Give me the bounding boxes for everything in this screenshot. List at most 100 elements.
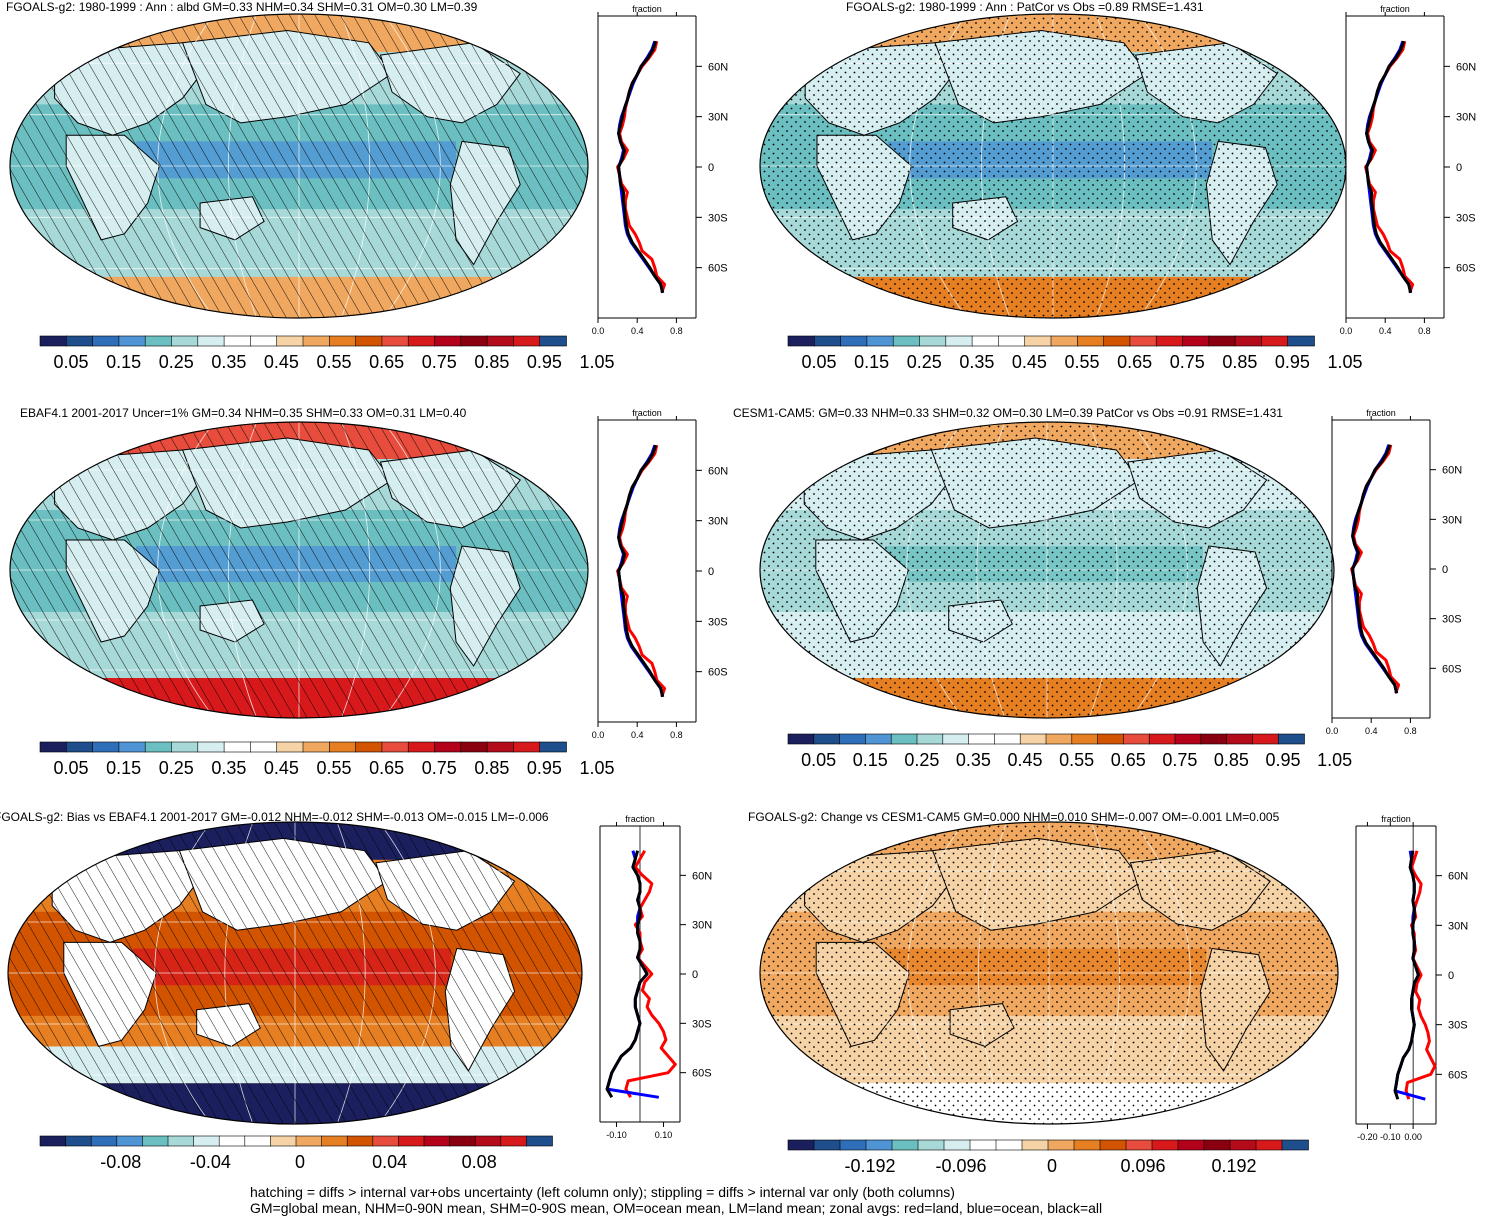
colorbar-swatch	[1182, 335, 1210, 347]
zonal-ytick-label: 60S	[1448, 1069, 1468, 1081]
zonal-xtick-label: 0.10	[655, 1130, 673, 1140]
colorbar-swatch	[813, 1139, 841, 1151]
zonal-xlabel: fraction	[1380, 4, 1410, 14]
colorbar-label: 0.65	[369, 352, 404, 372]
colorbar-swatch	[1174, 733, 1202, 745]
colorbar-swatch	[321, 1135, 349, 1147]
stippling-overlay	[760, 822, 1338, 1124]
colorbar-swatch	[1125, 1139, 1153, 1151]
colorbar-1: 0.05 0.15 0.25 0.35 0.45 0.55 0.65 0.75 0.85 0.95…	[39, 335, 615, 372]
colorbar-label: 0.75	[1162, 750, 1197, 770]
zonal-xtick-label: 0.4	[631, 326, 644, 336]
colorbar-swatch	[449, 1135, 477, 1147]
colorbar-label: 0.096	[1120, 1156, 1165, 1176]
zonal-plot-2: fraction 60N 30N 0 30S 60S 0.0 0.4 0.8	[1340, 4, 1476, 336]
colorbar-label: 0.45	[1008, 750, 1043, 770]
colorbar-swatch	[1019, 733, 1047, 745]
colorbar-swatch	[945, 335, 973, 347]
colorbar-swatch	[423, 1135, 451, 1147]
bias-map-fgoals-vs-ebaf	[7, 821, 583, 1125]
colorbar-label: 0.25	[907, 352, 942, 372]
colorbar-label: 0.15	[853, 750, 888, 770]
map-border	[9, 13, 589, 319]
colorbar-swatch	[276, 335, 304, 347]
colorbar-label: 0.85	[1222, 352, 1257, 372]
colorbar-swatch	[787, 1139, 815, 1151]
zonal-xtick-label: 0.8	[1418, 326, 1431, 336]
zonal-xtick-label: 0.00	[1404, 1132, 1422, 1142]
colorbar-swatch	[500, 1135, 528, 1147]
colorbar-swatch	[1071, 733, 1099, 745]
colorbar-swatch	[381, 741, 409, 753]
zonal-xlabel: fraction	[632, 408, 662, 418]
colorbar-label: -0.096	[935, 1156, 986, 1176]
colorbar-label: 1.05	[1328, 352, 1363, 372]
zonal-xtick-label: 0.8	[670, 730, 683, 740]
colorbar-label: 0.75	[422, 352, 457, 372]
zonal-ytick-label: 30N	[692, 920, 712, 932]
colorbar-swatch	[1200, 733, 1228, 745]
panel-title-6: FGOALS-g2: Change vs CESM1-CAM5 GM=0.000…	[748, 810, 1280, 824]
colorbar-4: 0.05 0.15 0.25 0.35 0.45 0.55 0.65 0.75 0.85 0.95…	[787, 733, 1352, 770]
map-border	[7, 821, 583, 1125]
colorbar-swatch	[1226, 733, 1254, 745]
colorbar-label: 0.55	[317, 758, 352, 778]
colorbar-label: -0.08	[100, 1152, 141, 1172]
colorbar-swatch	[971, 335, 1000, 347]
colorbar-swatch	[1047, 1139, 1075, 1151]
zonal-ytick-label: 60N	[1442, 465, 1462, 477]
zonal-ytick-label: 60N	[1448, 871, 1468, 883]
zonal-line-bias_all	[605, 850, 649, 1099]
zonal-ytick-label: 0	[708, 566, 714, 578]
panel-title-2: FGOALS-g2: 1980-1999 : Ann : PatCor vs O…	[846, 0, 1204, 14]
colorbar-swatch	[539, 741, 567, 753]
zonal-plot-1: fraction 60N 30N 0 30S 60S 0.0 0.4 0.8	[592, 4, 728, 336]
zonal-xtick-label: 0.0	[592, 326, 605, 336]
zonal-ytick-label: 30N	[708, 112, 728, 124]
colorbar-label: 0.95	[527, 758, 562, 778]
colorbar-swatch	[1234, 335, 1263, 347]
colorbar-swatch	[65, 335, 94, 347]
caption-line-1: hatching = diffs > internal var+obs unce…	[250, 1184, 955, 1200]
zonal-ytick-label: 60N	[1456, 61, 1476, 73]
colorbar-swatch	[1024, 335, 1052, 347]
colorbar-label: 0.15	[106, 758, 141, 778]
colorbar-swatch	[434, 741, 462, 753]
zonal-ytick-label: 60S	[708, 263, 728, 275]
colorbar-swatch	[1076, 335, 1105, 347]
colorbar-6: -0.192 -0.096 0 0.096 0.192	[787, 1139, 1309, 1176]
zonal-xlabel: fraction	[632, 4, 662, 14]
colorbar-swatch	[1021, 1139, 1049, 1151]
colorbar-swatch	[917, 1139, 945, 1151]
colorbar-swatch	[355, 335, 383, 347]
zonal-line-absolute_all	[1365, 40, 1413, 294]
stippling-overlay	[760, 14, 1346, 318]
zonal-ytick-label: 30S	[1448, 1020, 1468, 1032]
zonal-ytick-label: 60S	[1442, 663, 1462, 675]
colorbar-label: 0.55	[1065, 352, 1100, 372]
colorbar-label: 0.95	[527, 352, 562, 372]
map-border	[9, 421, 589, 719]
colorbar-swatch	[526, 1135, 553, 1147]
zonal-ytick-label: 60N	[708, 61, 728, 73]
albedo-map-ebaf	[9, 421, 589, 719]
colorbar-swatch	[407, 335, 436, 347]
colorbar-label: 0.192	[1211, 1156, 1256, 1176]
colorbar-swatch	[1277, 733, 1305, 745]
zonal-line-absolute_all	[617, 444, 665, 698]
colorbar-swatch	[398, 1135, 425, 1147]
change-map-fgoals-vs-cesm	[759, 821, 1339, 1125]
zonal-ytick-label: 30N	[1448, 920, 1468, 932]
colorbar-label: 0.35	[211, 352, 246, 372]
colorbar-label: 0.25	[159, 758, 194, 778]
colorbar-swatch	[998, 335, 1026, 347]
zonal-ytick-label: 0	[1448, 970, 1454, 982]
zonal-xtick-label: 0.0	[1340, 326, 1353, 336]
colorbar-swatch	[372, 1135, 400, 1147]
map-border	[759, 421, 1335, 719]
zonal-line-absolute_all	[1351, 444, 1399, 694]
colorbar-swatch	[890, 733, 918, 745]
colorbar-swatch	[171, 335, 199, 347]
colorbar-swatch	[840, 335, 868, 347]
zonal-xtick-label: -0.10	[1380, 1132, 1401, 1142]
